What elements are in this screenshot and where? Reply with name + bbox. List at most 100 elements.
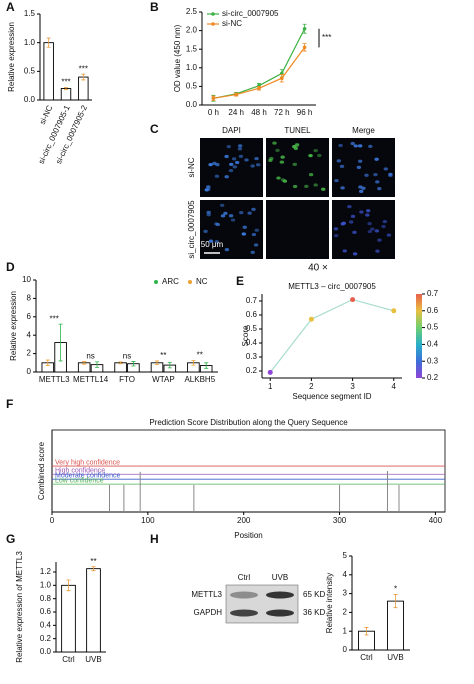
cell (353, 144, 358, 148)
x-tick-label: Ctrl (62, 655, 75, 664)
cell (352, 230, 357, 234)
y-tick-label: 0.7 (246, 296, 258, 305)
cell (212, 161, 217, 165)
y-tick-label: 0 (343, 645, 348, 654)
cell (239, 210, 244, 215)
panel-letter: G (6, 532, 15, 546)
y-tick-label: 6 (27, 312, 32, 321)
cell (241, 232, 247, 236)
cell (234, 160, 240, 165)
band-size: 36 KD (303, 608, 325, 617)
cell (214, 240, 220, 244)
x-tick-label: 2 (309, 382, 314, 391)
x-axis-label: Sequence segment ID (292, 392, 371, 401)
cell (374, 229, 380, 233)
cell (356, 165, 362, 169)
y-tick-label: 2.5 (186, 7, 198, 16)
bar (387, 600, 404, 651)
error-bar (58, 323, 63, 362)
cell (237, 144, 243, 148)
cell (348, 220, 354, 224)
cell (367, 221, 372, 226)
error-bar (66, 579, 71, 592)
cell (352, 252, 358, 256)
x-axis-label: Position (234, 531, 262, 540)
cell (224, 248, 230, 252)
cell (228, 214, 234, 218)
cell (338, 143, 343, 148)
legend-label: ARC (162, 277, 179, 286)
cell (272, 141, 277, 145)
micrograph (266, 138, 329, 197)
significance: ns (123, 352, 131, 361)
column-label: DAPI (222, 126, 241, 135)
x-tick-label: 48 h (251, 108, 267, 117)
error-bar (154, 360, 159, 366)
cell (334, 178, 339, 183)
y-tick-label: 8 (27, 294, 32, 303)
y-tick-label: 0.4 (40, 620, 52, 629)
cell (313, 149, 318, 153)
cell (364, 173, 369, 177)
blot (225, 584, 299, 624)
micrograph (266, 200, 329, 259)
band-label: METTL3 (191, 590, 222, 599)
cell (304, 184, 309, 188)
cell (251, 232, 257, 237)
y-tick-label: 5 (343, 551, 348, 560)
y-tick-label: 0 (27, 367, 32, 376)
cell (208, 163, 213, 167)
cell (224, 175, 229, 179)
marker (234, 92, 238, 97)
x-tick-label: si-NC (38, 104, 55, 126)
marker (302, 26, 307, 31)
cell (276, 176, 281, 180)
cell (206, 187, 211, 191)
cell (377, 238, 382, 242)
error-bar (167, 361, 172, 369)
cell (228, 169, 234, 173)
cell (333, 227, 339, 231)
cell (313, 183, 318, 187)
error-bar (364, 627, 369, 636)
row-label: si_circ_0007905 (187, 200, 196, 259)
cell (365, 213, 370, 217)
plot-frame (51, 429, 446, 513)
x-tick-label: 400 (429, 516, 443, 525)
column-label: Merge (352, 126, 375, 135)
threshold-label: High confidence (55, 468, 105, 475)
x-tick-label: 100 (141, 516, 155, 525)
cell (359, 189, 364, 193)
x-tick-label: WTAP (152, 375, 175, 384)
cell (206, 185, 211, 189)
x-tick-label: 96 h (297, 108, 313, 117)
annotation: *** (322, 33, 331, 42)
micrograph (332, 200, 395, 259)
panel-letter: B (150, 0, 159, 14)
x-tick-label: 24 h (228, 108, 244, 117)
y-tick-label: 0.6 (246, 310, 258, 319)
marker (280, 76, 284, 81)
cell (308, 154, 313, 158)
cell (377, 187, 382, 191)
significance: ns (86, 352, 94, 361)
error-bar (191, 360, 196, 366)
x-tick-label: 0 h (208, 108, 219, 117)
colorbar-tick-label: 0.6 (427, 306, 439, 315)
cell (336, 159, 342, 163)
y-tick-label: 1 (343, 626, 348, 635)
significance: *** (61, 77, 70, 86)
colorbar-tick-label: 0.7 (427, 289, 439, 298)
cell (256, 163, 261, 167)
cell (375, 180, 380, 184)
x-tick-label: UVB (85, 655, 101, 664)
cell (321, 187, 326, 191)
y-axis-label: Combined score (37, 441, 46, 500)
cell (282, 179, 288, 183)
bar (114, 362, 127, 373)
cell (357, 159, 363, 163)
cell (358, 185, 363, 189)
y-tick-label: 2 (27, 349, 32, 358)
colorbar-tick-label: 0.4 (427, 340, 439, 349)
